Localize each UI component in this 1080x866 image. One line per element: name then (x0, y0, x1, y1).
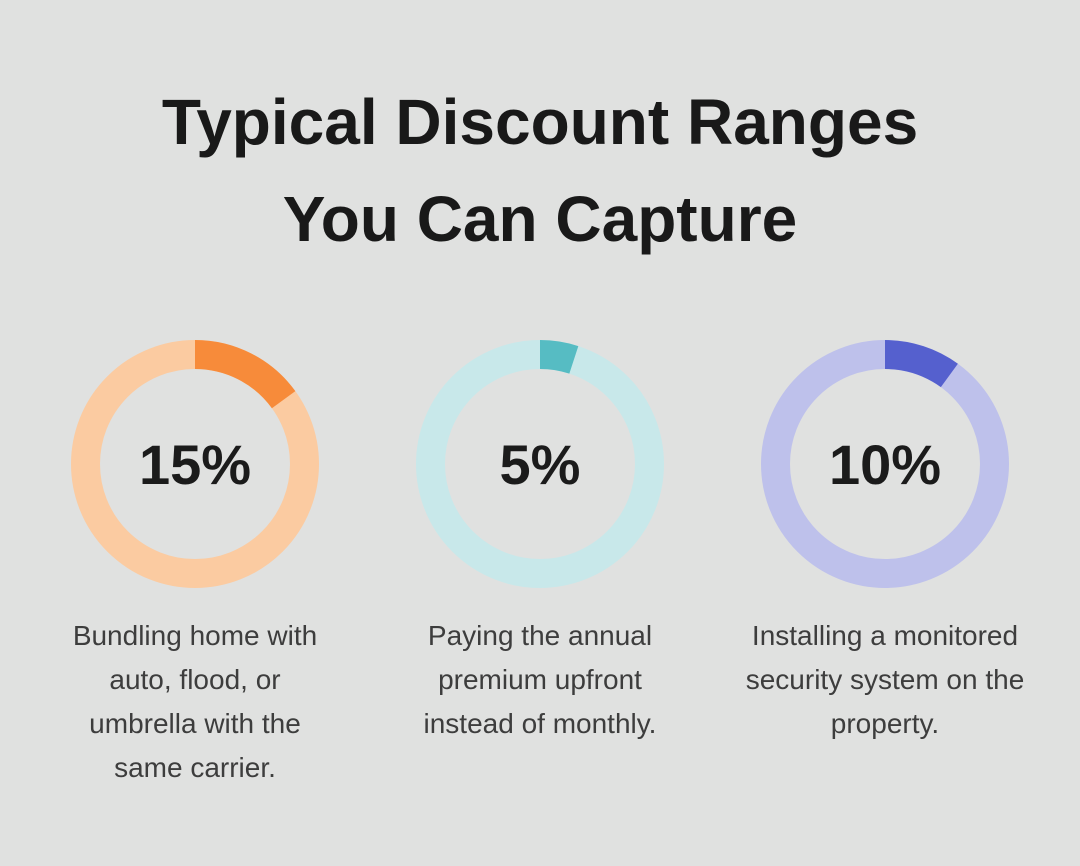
donut-value-arc (416, 340, 664, 588)
discount-card-bundling: 15% Bundling home with auto, flood, or u… (30, 340, 360, 790)
card-caption: Installing a monitored security system o… (745, 620, 1025, 739)
donut-value-arc (761, 340, 1009, 588)
donut-center-label: 5% (499, 432, 581, 496)
donut-svg (416, 340, 664, 588)
card-caption: Paying the annual premium upfront instea… (423, 620, 657, 739)
main-title: Typical Discount Ranges You Can Capture (0, 0, 1080, 268)
donut-value-arc (71, 340, 319, 588)
discount-card-security-system: 10% Installing a monitored security syst… (720, 340, 1050, 790)
discount-card-annual-payment: 5% Paying the annual premium upfront ins… (375, 340, 705, 790)
title-line-1: Typical Discount Ranges (161, 86, 919, 158)
donut-center-label: 10% (828, 432, 942, 496)
donut-svg (761, 340, 1009, 588)
donut-chart-annual-payment: 5% (416, 340, 664, 588)
donut-svg (71, 340, 319, 588)
donut-center-label: 15% (138, 432, 252, 496)
title-line-2: You Can Capture (282, 183, 798, 255)
discount-cards-row: 15% Bundling home with auto, flood, or u… (0, 340, 1080, 790)
card-caption: Bundling home with auto, flood, or umbre… (72, 620, 318, 783)
donut-chart-security-system: 10% (761, 340, 1009, 588)
donut-chart-bundling: 15% (71, 340, 319, 588)
